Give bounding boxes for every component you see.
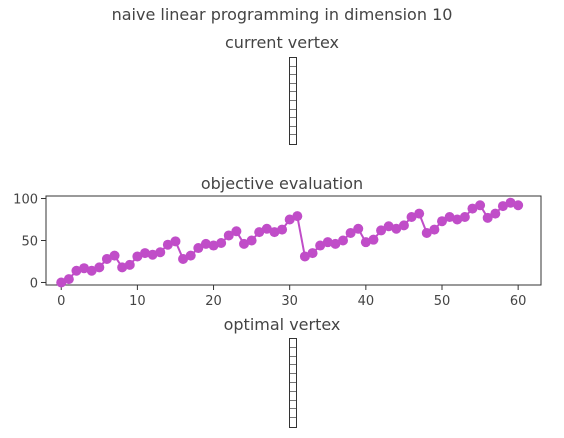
vertex-cell [290, 418, 296, 427]
data-point [299, 251, 310, 262]
x-tick-label: 40 [358, 294, 375, 309]
data-point [269, 227, 280, 238]
data-point [223, 230, 234, 241]
x-tick-label: 50 [434, 294, 451, 309]
data-point [376, 225, 387, 236]
data-point [94, 262, 105, 273]
data-point [307, 248, 318, 259]
data-point [56, 277, 67, 288]
data-point [178, 253, 189, 264]
current-vertex-bar [289, 57, 297, 145]
current-vertex-title: current vertex [225, 33, 339, 52]
data-point [200, 238, 211, 249]
vertex-cell [290, 357, 296, 366]
data-point [155, 247, 166, 258]
vertex-cell [290, 409, 296, 419]
vertex-cell [290, 348, 296, 357]
y-tick-label: 0 [30, 276, 38, 291]
data-point [208, 240, 219, 251]
y-tick-label: 100 [13, 193, 38, 208]
data-point [345, 227, 356, 238]
optimal-vertex-title: optimal vertex [223, 315, 341, 334]
chart-main-title: naive linear programming in dimension 10 [111, 5, 453, 24]
data-point [170, 236, 181, 247]
data-point [231, 226, 242, 237]
data-point [368, 234, 379, 245]
data-point [360, 237, 371, 248]
data-point [101, 253, 112, 264]
vertex-cell [290, 75, 296, 84]
x-tick-label: 20 [205, 294, 222, 309]
objective-chart-title: objective evaluation [200, 174, 364, 193]
vertex-cell [290, 374, 296, 383]
vertex-cell [290, 84, 296, 93]
data-point [216, 238, 227, 249]
data-point [330, 238, 341, 249]
data-point [513, 200, 524, 211]
data-point [193, 243, 204, 254]
data-point [292, 211, 303, 222]
data-point [467, 203, 478, 214]
data-point [459, 211, 470, 222]
vertex-cell [290, 118, 296, 127]
data-point [246, 235, 257, 246]
vertex-cell [290, 401, 296, 410]
y-tick-label: 50 [21, 235, 38, 250]
data-point [117, 262, 128, 273]
data-point [444, 211, 455, 222]
data-point [147, 249, 158, 260]
data-point [391, 223, 402, 234]
data-point [490, 208, 501, 219]
data-point [132, 251, 143, 262]
data-point [124, 259, 135, 270]
vertex-cell [290, 383, 296, 392]
data-point [284, 214, 295, 225]
data-point [429, 224, 440, 235]
optimal-vertex-bar [289, 338, 297, 428]
data-point [414, 208, 425, 219]
data-point [261, 223, 272, 234]
data-point [109, 250, 120, 261]
data-point [505, 197, 516, 208]
vertex-cell [290, 392, 296, 401]
data-point [338, 235, 348, 246]
data-point [421, 227, 432, 238]
data-point [63, 274, 74, 285]
data-point [406, 211, 417, 222]
data-point [322, 237, 333, 248]
x-tick-label: 0 [57, 294, 65, 309]
data-point [497, 201, 508, 212]
data-point [79, 263, 90, 274]
data-point [482, 212, 493, 223]
data-point [437, 216, 447, 227]
x-tick-label: 30 [281, 294, 298, 309]
vertex-cell [290, 339, 296, 348]
vertex-cell [290, 92, 296, 101]
data-point [383, 221, 394, 232]
x-tick-label: 10 [129, 294, 146, 309]
data-point [185, 250, 196, 261]
vertex-cell [290, 365, 296, 375]
data-point [475, 200, 486, 211]
data-point [71, 265, 82, 276]
data-point [140, 248, 150, 259]
data-point [254, 227, 265, 238]
vertex-cell [290, 67, 296, 76]
data-point [452, 214, 463, 225]
vertex-cell [290, 110, 296, 119]
x-tick-label: 60 [510, 294, 527, 309]
vertex-cell [290, 127, 296, 136]
data-point [315, 240, 326, 251]
data-point [86, 265, 97, 276]
data-point [239, 238, 249, 249]
vertex-cell [290, 58, 296, 67]
data-point [353, 223, 364, 234]
data-point [398, 220, 409, 231]
data-point [162, 239, 173, 250]
data-point [277, 224, 288, 235]
vertex-cell [290, 101, 296, 110]
